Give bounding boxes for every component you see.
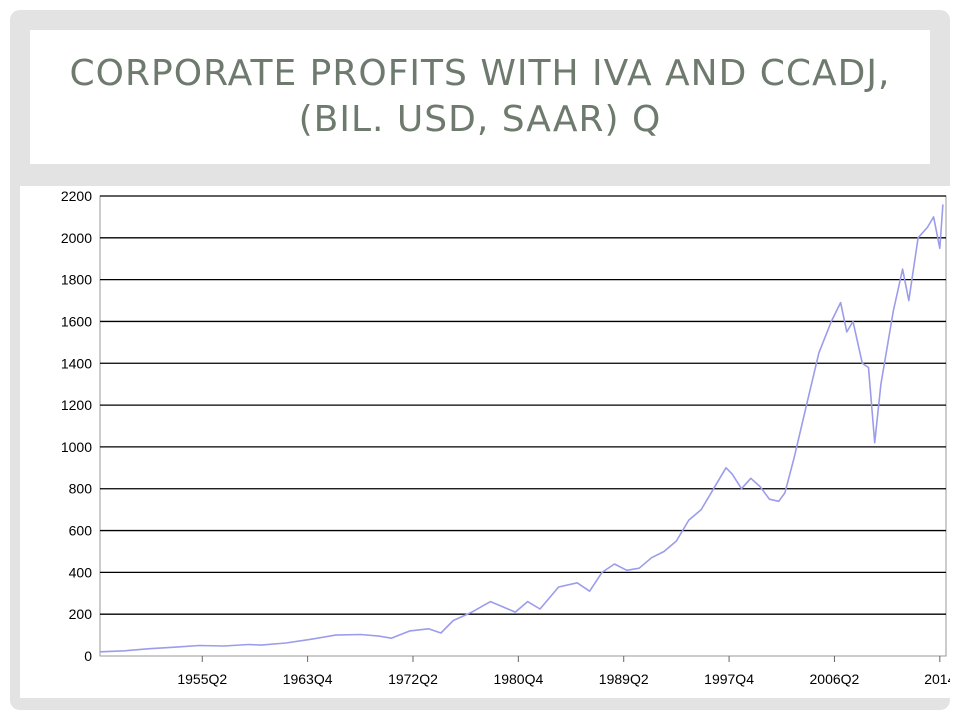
y-tick-label: 1400 bbox=[61, 355, 92, 371]
x-tick-label: 1963Q4 bbox=[283, 671, 333, 687]
chart-panel: 0 200 400 600 800 1000 1200 1400 1600 1800 2000 220… bbox=[20, 186, 950, 698]
line-chart: 0 200 400 600 800 1000 1200 1400 1600 1800 2000 220… bbox=[61, 188, 950, 687]
y-tick-label: 600 bbox=[69, 523, 93, 539]
series-line-0 bbox=[99, 204, 944, 653]
y-tick-label: 2200 bbox=[61, 188, 92, 204]
x-tick-label: 2006Q2 bbox=[810, 671, 860, 687]
x-tick-label: 1980Q4 bbox=[493, 671, 543, 687]
slide-title: Corporate Profits with IVA and CCAdj, (B… bbox=[69, 53, 891, 140]
y-tick-label: 1600 bbox=[61, 313, 92, 329]
title-panel: Corporate Profits with IVA and CCAdj, (B… bbox=[30, 30, 930, 164]
x-tick-label: 1989Q2 bbox=[599, 671, 649, 687]
y-tick-label: 2000 bbox=[61, 230, 92, 246]
y-tick-label: 200 bbox=[69, 606, 93, 622]
y-tick-label: 1000 bbox=[61, 439, 92, 455]
x-tick-label: 1955Q2 bbox=[177, 671, 227, 687]
x-tick-label: 1997Q4 bbox=[704, 671, 754, 687]
y-tick-label: 800 bbox=[69, 481, 93, 497]
x-tick-label: 1972Q2 bbox=[388, 671, 438, 687]
x-tick-label: 2014 bbox=[924, 671, 950, 687]
y-tick-label: 400 bbox=[69, 564, 93, 580]
y-tick-label: 1200 bbox=[61, 397, 92, 413]
y-tick-label: 0 bbox=[84, 648, 92, 664]
y-tick-label: 1800 bbox=[61, 272, 92, 288]
plot-area bbox=[99, 195, 947, 657]
